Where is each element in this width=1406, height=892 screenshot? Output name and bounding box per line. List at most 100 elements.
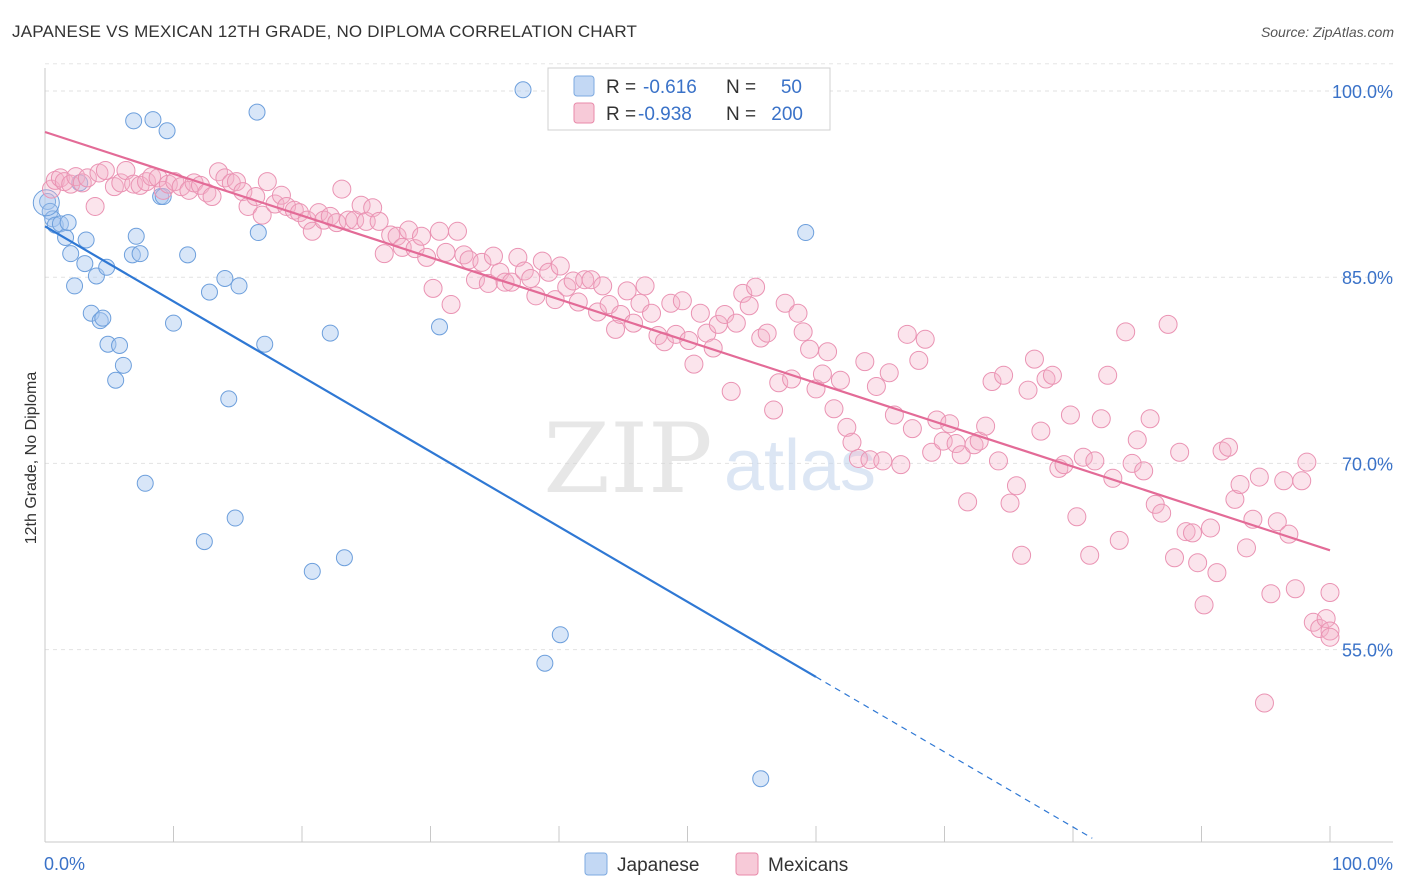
data-point-mexicans xyxy=(855,352,875,372)
data-point-mexicans xyxy=(982,371,1002,391)
data-point-japanese xyxy=(551,626,569,644)
data-point-mexicans xyxy=(726,313,746,333)
data-point-japanese xyxy=(752,770,770,788)
data-point-japanese xyxy=(195,533,213,551)
series-legend: Japanese Mexicans xyxy=(584,852,848,876)
data-point-japanese xyxy=(127,227,145,245)
legend-n-value: 50 xyxy=(781,77,802,98)
data-point-mexicans xyxy=(842,432,862,452)
data-point-mexicans xyxy=(788,303,808,323)
data-point-mexicans xyxy=(757,323,777,343)
data-point-japanese xyxy=(39,193,57,211)
data-point-mexicans xyxy=(764,400,784,420)
data-point-mexicans xyxy=(104,177,124,197)
data-point-mexicans xyxy=(1098,365,1118,385)
data-point-mexicans xyxy=(302,221,322,241)
y-tick-labels: 100.0% 85.0% 70.0% 55.0% xyxy=(1332,82,1393,661)
data-point-japanese xyxy=(66,277,84,295)
data-point-mexicans xyxy=(1267,512,1287,532)
data-point-mexicans xyxy=(1225,489,1245,509)
data-point-japanese xyxy=(230,277,248,295)
data-point-mexicans xyxy=(837,417,857,437)
trend-lines xyxy=(44,130,1331,839)
data-point-mexicans xyxy=(897,324,917,344)
data-point-mexicans xyxy=(891,455,911,475)
data-point-mexicans xyxy=(1165,548,1185,568)
data-point-japanese xyxy=(144,111,162,129)
data-point-mexicans xyxy=(532,251,552,271)
data-point-japanese xyxy=(76,255,94,273)
data-point-mexicans xyxy=(873,451,893,471)
data-point-mexicans xyxy=(465,270,485,290)
legend-swatch-japanese xyxy=(584,852,608,876)
data-point-mexicans xyxy=(521,268,541,288)
watermark-zip: ZIP xyxy=(543,403,712,515)
legend-swatch-mexicans xyxy=(573,102,595,124)
data-point-mexicans xyxy=(994,365,1014,385)
data-point-mexicans xyxy=(866,376,886,396)
data-point-mexicans xyxy=(1176,522,1196,542)
data-point-japanese xyxy=(335,549,353,567)
y-tick-label: 100.0% xyxy=(1332,82,1393,102)
data-point-mexicans xyxy=(1320,621,1340,641)
data-point-japanese xyxy=(125,112,143,130)
data-point-mexicans xyxy=(824,399,844,419)
data-point-mexicans xyxy=(593,276,613,296)
legend-r-value: -0.938 xyxy=(638,104,692,125)
legend-r-label: R = xyxy=(606,77,636,98)
data-point-mexicans xyxy=(830,370,850,390)
data-point-mexicans xyxy=(539,262,559,282)
data-point-mexicans xyxy=(902,419,922,439)
data-point-mexicans xyxy=(165,172,185,192)
y-axis-label: 12th Grade, No Diploma xyxy=(23,372,40,545)
data-point-mexicans xyxy=(423,278,443,298)
data-point-mexicans xyxy=(271,185,291,205)
correlation-legend: R = -0.616 N = 50 R = -0.938 N = 200 xyxy=(547,67,831,131)
data-point-mexicans xyxy=(575,270,595,290)
data-point-mexicans xyxy=(1194,595,1214,615)
data-point-japanese xyxy=(94,309,112,327)
data-point-mexicans xyxy=(793,322,813,342)
data-point-mexicans xyxy=(1236,538,1256,558)
data-point-mexicans xyxy=(1230,475,1250,495)
x-tick-labels: 0.0% 100.0% xyxy=(44,854,1393,874)
data-point-japanese xyxy=(111,336,129,354)
data-point-mexicans xyxy=(1152,503,1172,523)
data-point-mexicans xyxy=(1073,447,1093,467)
data-point-mexicans xyxy=(1006,476,1026,496)
data-point-mexicans xyxy=(964,435,984,455)
source-label: Source: ZipAtlas.com xyxy=(1260,24,1394,40)
data-point-mexicans xyxy=(1018,380,1038,400)
data-point-mexicans xyxy=(988,451,1008,471)
data-point-mexicans xyxy=(769,373,789,393)
data-point-mexicans xyxy=(1080,545,1100,565)
data-point-mexicans xyxy=(215,168,235,188)
data-point-japanese xyxy=(131,245,149,263)
data-point-mexicans xyxy=(922,442,942,462)
x-tick-label: 100.0% xyxy=(1332,854,1393,874)
data-point-mexicans xyxy=(1031,421,1051,441)
data-point-mexicans xyxy=(429,221,449,241)
data-point-mexicans xyxy=(800,339,820,359)
data-point-mexicans xyxy=(721,381,741,401)
data-point-japanese xyxy=(514,81,532,99)
data-point-japanese xyxy=(158,122,176,140)
data-point-mexicans xyxy=(746,277,766,297)
legend-label-mexicans: Mexicans xyxy=(768,855,848,876)
data-point-mexicans xyxy=(635,276,655,296)
data-point-mexicans xyxy=(1060,405,1080,425)
watermark-atlas: atlas xyxy=(724,426,876,506)
data-point-mexicans xyxy=(226,172,246,192)
data-point-japanese xyxy=(249,224,267,242)
data-point-mexicans xyxy=(1127,430,1147,450)
data-point-mexicans xyxy=(1212,441,1232,461)
legend-n-value: 200 xyxy=(771,104,803,125)
data-point-mexicans xyxy=(915,329,935,349)
data-point-mexicans xyxy=(1085,451,1105,471)
data-point-mexicans xyxy=(483,246,503,266)
data-point-mexicans xyxy=(1036,369,1056,389)
x-tick-label: 0.0% xyxy=(44,854,85,874)
data-point-mexicans xyxy=(1170,442,1190,462)
legend-swatch-japanese xyxy=(573,75,595,97)
